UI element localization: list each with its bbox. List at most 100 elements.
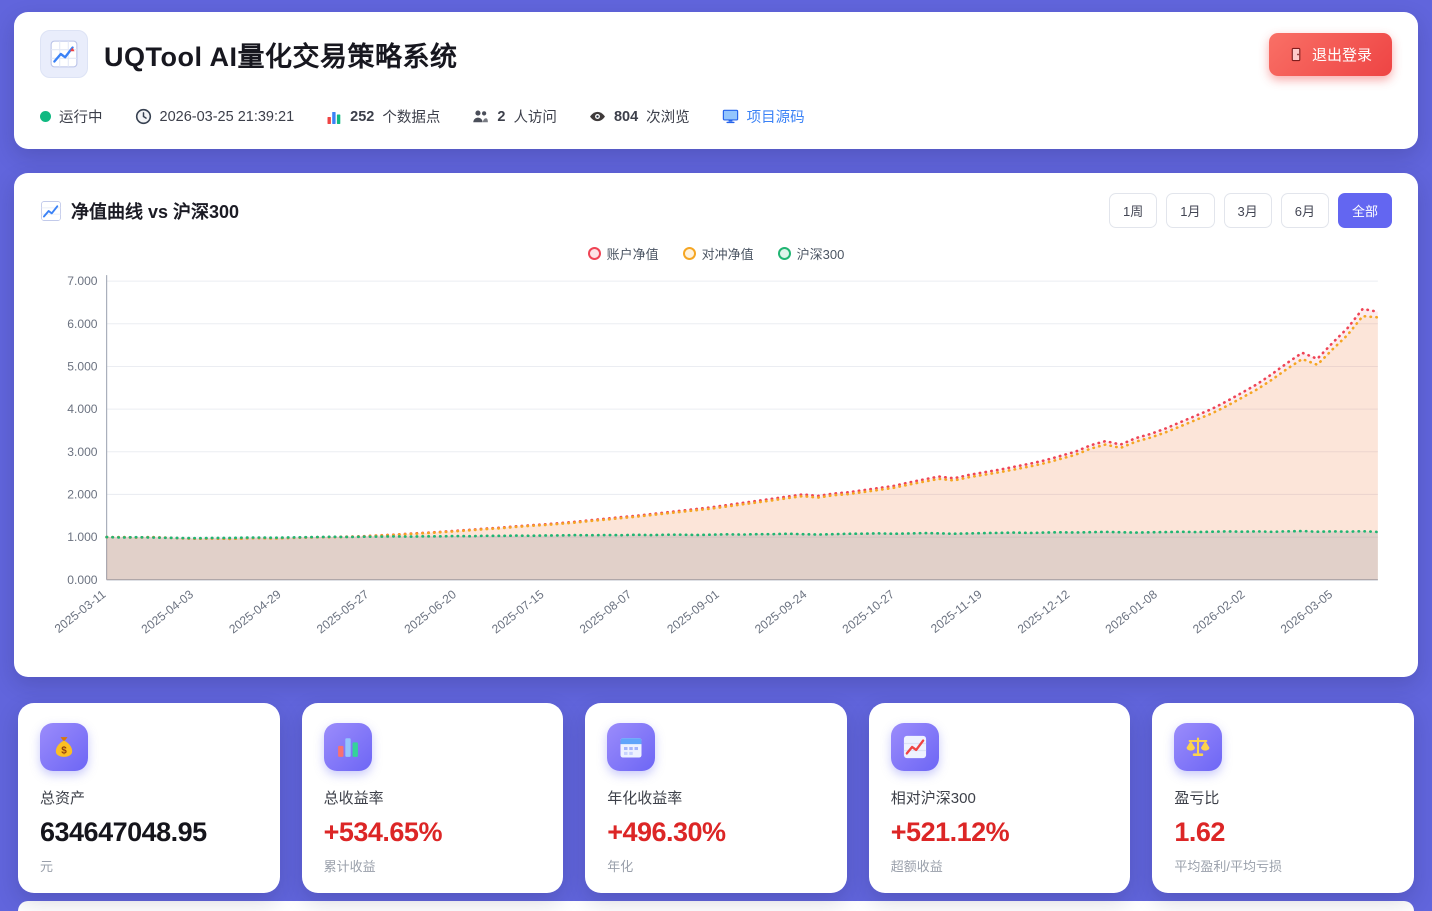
datetime-label: 2026-03-25 21:39:21 [159, 108, 295, 125]
svg-text:3.000: 3.000 [67, 445, 98, 459]
mini-bars-icon [326, 109, 342, 125]
stats-row: $ 总资产 634647048.95 元 总收益率 +534.65% 累计收益 [18, 702, 1414, 893]
svg-text:2025-05-27: 2025-05-27 [314, 587, 372, 636]
stat-label: 总收益率 [323, 789, 384, 807]
stat-value: 634647048.95 [40, 816, 207, 847]
stat-label: 相对沪深300 [890, 789, 976, 807]
chart-title-text: 净值曲线 vs 沪深300 [71, 201, 240, 222]
stat-label: 年化收益率 [607, 789, 683, 807]
door-icon [1289, 47, 1304, 62]
svg-text:0.000: 0.000 [67, 573, 98, 587]
legend-index-swatch [777, 247, 791, 260]
header-card: UQTool AI量化交易策略系统 退出登录 运行中 [14, 12, 1418, 149]
views-label: 次浏览 [646, 110, 690, 126]
range-6m-button[interactable]: 6月 [1280, 193, 1329, 228]
datapoints-count: 252 [350, 108, 375, 125]
legend-index-label: 沪深300 [796, 247, 845, 262]
status-visitors: 2 人访问 [472, 106, 557, 127]
range-1w-button[interactable]: 1周 [1109, 193, 1158, 228]
stat-label: 总资产 [40, 789, 86, 807]
svg-text:2026-01-08: 2026-01-08 [1103, 587, 1161, 636]
chart-title: 净值曲线 vs 沪深300 [40, 198, 239, 224]
chart-up-icon [890, 722, 939, 771]
legend-account-label: 账户净值 [606, 247, 659, 262]
stat-sub: 元 [40, 858, 54, 874]
legend-index[interactable]: 沪深300 [770, 244, 853, 263]
logout-label: 退出登录 [1311, 46, 1372, 64]
views-count: 804 [613, 108, 639, 125]
stat-card-vs-index: 相对沪深300 +521.12% 超额收益 [868, 702, 1131, 893]
stat-sub: 平均盈利/平均亏损 [1174, 858, 1282, 874]
svg-text:2025-11-19: 2025-11-19 [928, 587, 985, 636]
scales-icon [1174, 722, 1223, 771]
svg-text:2025-12-12: 2025-12-12 [1015, 587, 1073, 636]
status-source: 项目源码 [722, 106, 805, 127]
svg-text:2025-06-20: 2025-06-20 [402, 587, 460, 636]
chart-title-icon [40, 200, 62, 222]
svg-text:4.000: 4.000 [67, 402, 98, 416]
page-title: UQTool AI量化交易策略系统 [104, 41, 458, 72]
visitors-label: 人访问 [513, 110, 557, 126]
svg-text:2025-08-07: 2025-08-07 [577, 587, 635, 636]
running-label: 运行中 [59, 110, 103, 126]
legend-hedge[interactable]: 对冲净值 [675, 244, 762, 263]
status-bar: 运行中 2026-03-25 21:39:21 [40, 106, 1392, 127]
datapoints-label: 个数据点 [382, 110, 441, 126]
legend-hedge-label: 对冲净值 [701, 247, 754, 262]
stat-sub: 年化 [607, 858, 634, 874]
status-datapoints: 252 个数据点 [326, 106, 440, 127]
stat-value: 1.62 [1174, 816, 1225, 847]
svg-text:2026-03-05: 2026-03-05 [1278, 587, 1336, 636]
stat-value: +521.12% [890, 816, 1010, 847]
bar-chart-icon [323, 722, 372, 771]
svg-text:2025-07-15: 2025-07-15 [489, 587, 547, 636]
source-code-link[interactable]: 项目源码 [746, 110, 805, 126]
chart-card: 净值曲线 vs 沪深300 1周 1月 3月 6月 全部 账户净值 对冲净值 沪… [14, 173, 1418, 677]
visitors-count: 2 [497, 108, 506, 125]
stat-sub: 超额收益 [890, 858, 943, 874]
chart-legend: 账户净值 对冲净值 沪深300 [40, 244, 1392, 263]
svg-text:2025-04-29: 2025-04-29 [226, 587, 284, 636]
svg-text:2025-09-24: 2025-09-24 [752, 587, 810, 636]
monitor-icon [722, 108, 739, 125]
eye-icon [589, 108, 606, 125]
legend-account-swatch [587, 247, 601, 260]
app-logo-icon [40, 30, 88, 78]
legend-account[interactable]: 账户净值 [580, 244, 667, 263]
svg-text:2025-09-01: 2025-09-01 [664, 587, 722, 636]
people-icon [472, 108, 489, 125]
range-3m-button[interactable]: 3月 [1223, 193, 1272, 228]
status-views: 804 次浏览 [589, 106, 690, 127]
legend-hedge-swatch [682, 247, 696, 260]
range-all-button[interactable]: 全部 [1337, 193, 1392, 228]
svg-text:5.000: 5.000 [67, 359, 98, 373]
svg-text:7.000: 7.000 [67, 274, 98, 288]
clock-icon [135, 108, 152, 125]
chart-plot-area[interactable]: 0.000 1.000 2.000 3.000 4.000 5.000 6.000 7.000… [40, 267, 1392, 663]
stat-label: 盈亏比 [1174, 789, 1220, 807]
logout-button[interactable]: 退出登录 [1268, 32, 1392, 76]
stat-card-total-return: 总收益率 +534.65% 累计收益 [301, 702, 564, 893]
stat-sub: 累计收益 [323, 858, 376, 874]
svg-text:6.000: 6.000 [67, 317, 98, 331]
svg-text:1.000: 1.000 [67, 530, 98, 544]
svg-text:2.000: 2.000 [67, 487, 98, 501]
running-dot-icon [40, 111, 51, 122]
status-running: 运行中 [40, 106, 103, 127]
status-datetime: 2026-03-25 21:39:21 [135, 108, 295, 125]
stat-card-pl-ratio: 盈亏比 1.62 平均盈利/平均亏损 [1152, 702, 1414, 893]
stat-card-annual-return: 年化收益率 +496.30% 年化 [585, 702, 847, 893]
next-card-edge [18, 900, 1414, 911]
svg-text:$: $ [61, 745, 67, 756]
svg-text:2025-03-11: 2025-03-11 [52, 587, 109, 636]
svg-text:2025-04-03: 2025-04-03 [139, 587, 197, 636]
range-button-group: 1周 1月 3月 6月 全部 [1109, 193, 1392, 228]
stat-value: +534.65% [323, 816, 443, 847]
range-1m-button[interactable]: 1月 [1166, 193, 1215, 228]
netvalue-chart[interactable]: 0.000 1.000 2.000 3.000 4.000 5.000 6.000 7.000… [40, 267, 1392, 663]
money-bag-icon: $ [40, 722, 88, 771]
stat-value: +496.30% [607, 816, 726, 847]
svg-text:2025-10-27: 2025-10-27 [840, 587, 898, 636]
calendar-icon [607, 722, 656, 771]
